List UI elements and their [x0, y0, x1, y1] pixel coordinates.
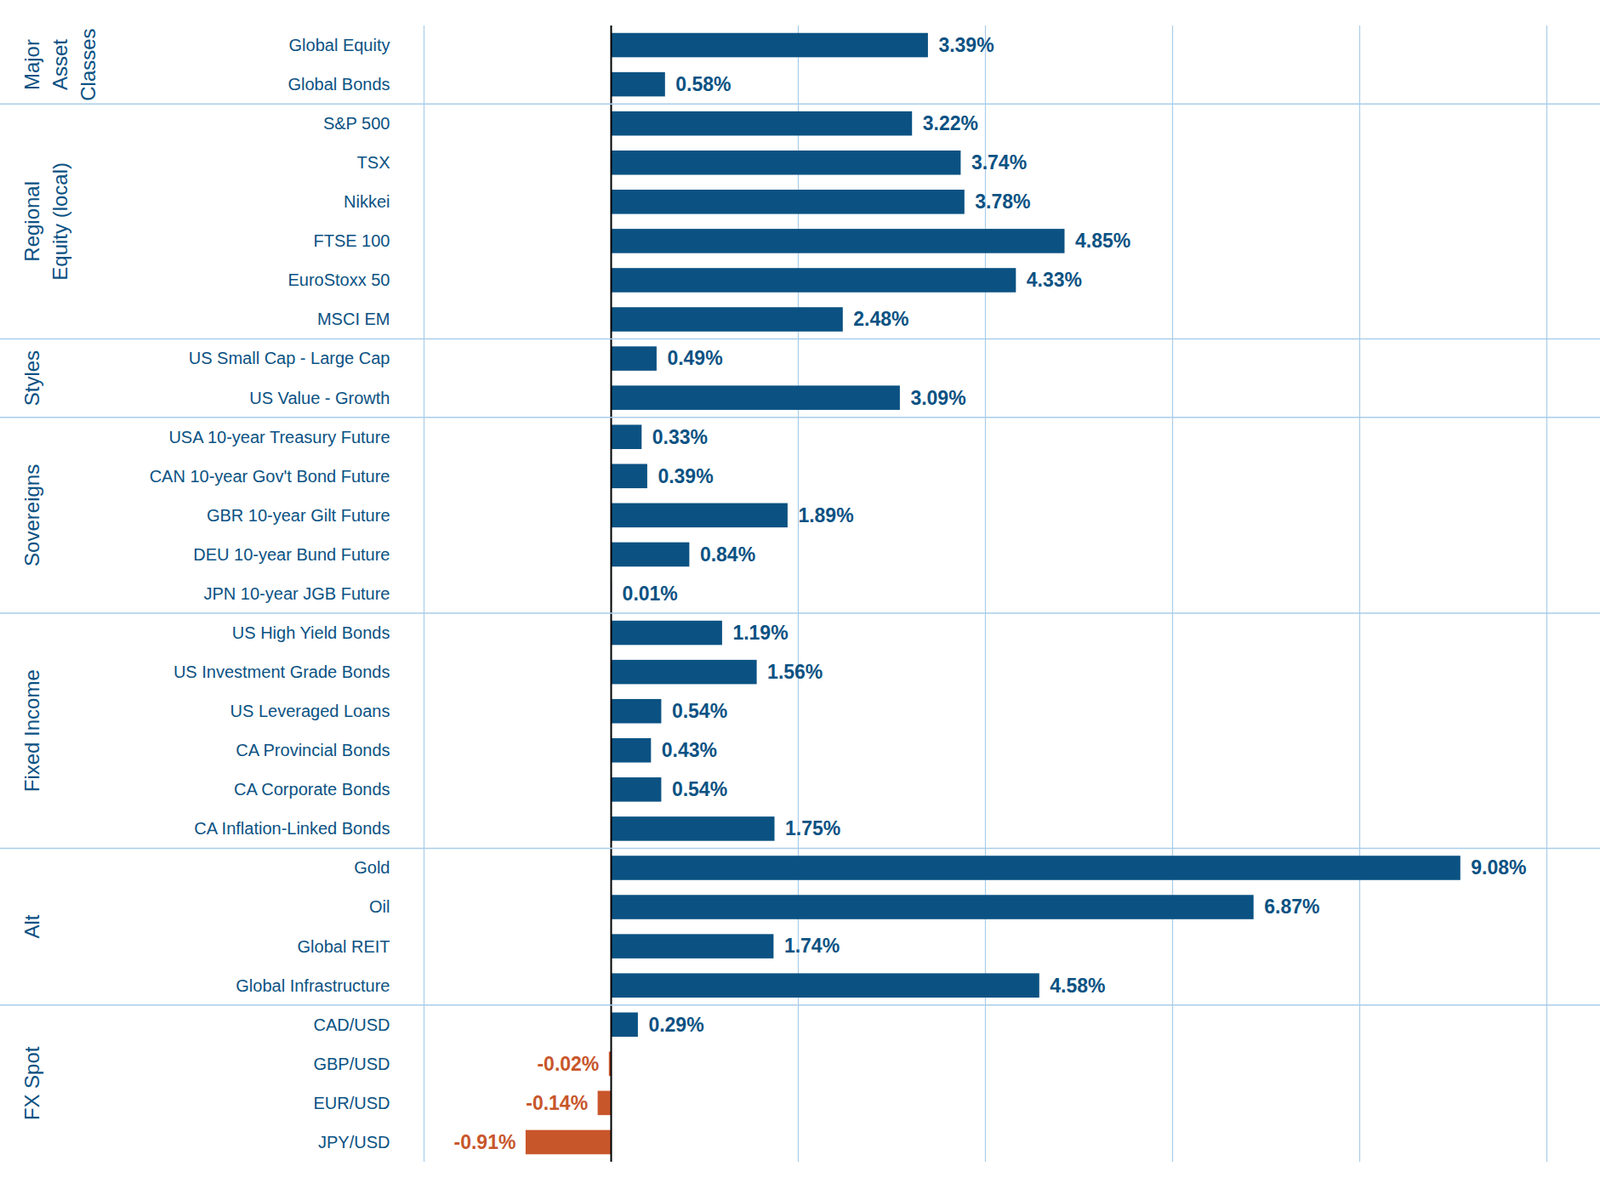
svg-text:US Leveraged Loans: US Leveraged Loans	[230, 701, 391, 721]
svg-text:JPN 10-year JGB Future: JPN 10-year JGB Future	[204, 584, 391, 604]
svg-text:3.78%: 3.78%	[974, 190, 1031, 213]
svg-text:US Investment Grade Bonds: US Investment Grade Bonds	[173, 662, 391, 682]
svg-text:Fixed Income: Fixed Income	[20, 669, 44, 792]
svg-text:0.01%: 0.01%	[622, 582, 678, 605]
svg-text:3.39%: 3.39%	[938, 34, 994, 57]
svg-text:-0.14%: -0.14%	[525, 1092, 588, 1115]
svg-text:0.43%: 0.43%	[661, 739, 718, 762]
svg-text:0.29%: 0.29%	[648, 1013, 704, 1037]
svg-text:6.87%: 6.87%	[1264, 895, 1320, 918]
svg-text:FX Spot: FX Spot	[20, 1046, 44, 1121]
svg-text:1.75%: 1.75%	[785, 817, 841, 840]
svg-text:1.74%: 1.74%	[784, 934, 840, 957]
svg-text:Global Equity: Global Equity	[289, 35, 391, 55]
svg-text:0.49%: 0.49%	[666, 347, 723, 370]
svg-text:TSX: TSX	[357, 153, 391, 172]
svg-text:Alt: Alt	[20, 914, 44, 939]
svg-text:CA Corporate Bonds: CA Corporate Bonds	[233, 780, 390, 799]
svg-text:4.33%: 4.33%	[1026, 268, 1082, 291]
svg-text:0.58%: 0.58%	[675, 73, 731, 96]
svg-text:Global REIT: Global REIT	[297, 937, 391, 957]
svg-text:3.22%: 3.22%	[922, 112, 979, 135]
svg-text:-0.91%: -0.91%	[454, 1131, 517, 1154]
svg-text:US High Yield Bonds: US High Yield Bonds	[232, 623, 391, 643]
svg-text:EUR/USD: EUR/USD	[313, 1093, 390, 1113]
svg-text:MajorAssetClasses: MajorAssetClasses	[20, 28, 100, 101]
svg-text:USA 10-year Treasury Future: USA 10-year Treasury Future	[168, 427, 390, 447]
svg-text:2.48%: 2.48%	[853, 307, 909, 331]
svg-text:Oil: Oil	[369, 897, 390, 917]
svg-text:Global Infrastructure: Global Infrastructure	[235, 976, 390, 996]
svg-text:0.54%: 0.54%	[671, 778, 728, 801]
svg-text:FTSE 100: FTSE 100	[313, 231, 390, 251]
svg-text:CA Provincial Bonds: CA Provincial Bonds	[235, 740, 390, 760]
svg-text:GBP/USD: GBP/USD	[313, 1054, 390, 1074]
svg-text:1.89%: 1.89%	[797, 504, 854, 527]
svg-text:DEU 10-year Bund Future: DEU 10-year Bund Future	[193, 545, 390, 564]
svg-text:MSCI EM: MSCI EM	[317, 309, 391, 329]
svg-text:3.09%: 3.09%	[910, 387, 966, 410]
svg-text:S&P 500: S&P 500	[323, 113, 391, 133]
svg-text:0.54%: 0.54%	[671, 700, 728, 723]
svg-text:3.74%: 3.74%	[971, 151, 1027, 174]
svg-text:Styles: Styles	[20, 350, 44, 406]
svg-text:GBR 10-year Gilt Future: GBR 10-year Gilt Future	[206, 506, 391, 525]
svg-text:US Small Cap - Large Cap: US Small Cap - Large Cap	[188, 348, 391, 368]
svg-text:JPY/USD: JPY/USD	[318, 1133, 390, 1152]
svg-text:Gold: Gold	[353, 858, 390, 877]
svg-text:4.58%: 4.58%	[1049, 974, 1105, 997]
svg-text:CAD/USD: CAD/USD	[313, 1015, 390, 1035]
svg-text:0.33%: 0.33%	[652, 426, 708, 449]
svg-text:1.19%: 1.19%	[732, 621, 788, 644]
svg-text:1.56%: 1.56%	[767, 660, 823, 684]
svg-text:Sovereigns: Sovereigns	[20, 464, 44, 567]
svg-text:Nikkei: Nikkei	[343, 192, 390, 211]
svg-text:4.85%: 4.85%	[1075, 229, 1131, 252]
svg-text:US Value - Growth: US Value - Growth	[249, 388, 390, 408]
svg-text:RegionalEquity (local): RegionalEquity (local)	[20, 162, 72, 281]
svg-text:9.08%: 9.08%	[1470, 856, 1526, 879]
svg-text:0.39%: 0.39%	[657, 465, 713, 488]
svg-text:CA Inflation-Linked Bonds: CA Inflation-Linked Bonds	[193, 819, 390, 838]
svg-text:0.84%: 0.84%	[700, 543, 756, 566]
svg-text:Global Bonds: Global Bonds	[287, 74, 390, 94]
svg-text:EuroStoxx 50: EuroStoxx 50	[287, 270, 390, 290]
svg-text:CAN 10-year Gov't Bond Future: CAN 10-year Gov't Bond Future	[149, 466, 391, 486]
svg-text:-0.02%: -0.02%	[536, 1053, 599, 1076]
